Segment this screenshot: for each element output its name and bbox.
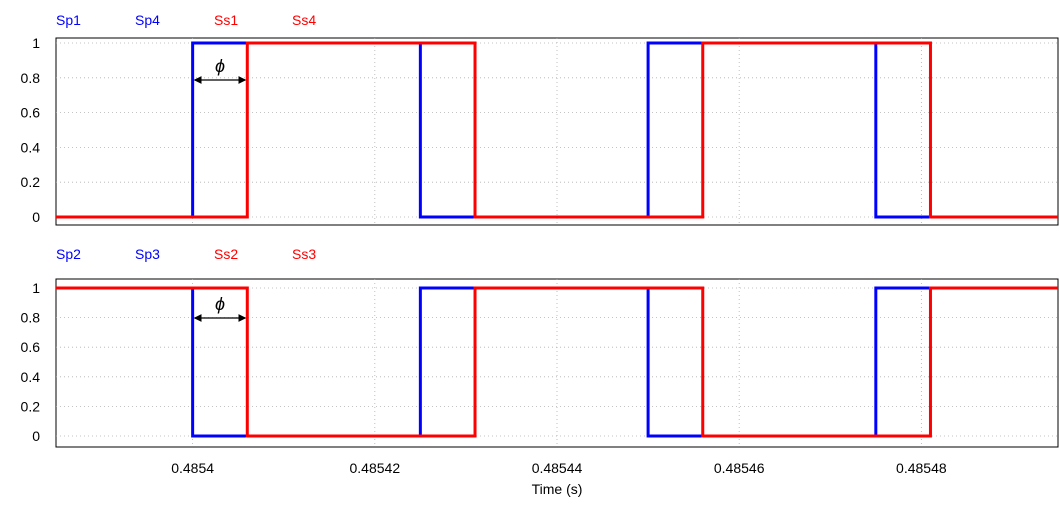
legend-entry: Ss2 xyxy=(214,246,238,262)
legend-entry: Sp4 xyxy=(135,12,160,28)
x-axis-label: Time (s) xyxy=(532,481,583,497)
legend-entry: Ss1 xyxy=(214,12,238,28)
plot-frame xyxy=(55,37,1059,226)
y-tick-label: 0.4 xyxy=(21,369,41,385)
y-tick-label: 0.2 xyxy=(21,174,41,190)
y-tick-label: 1 xyxy=(32,280,40,296)
x-tick-label: 0.48546 xyxy=(714,460,765,476)
x-tick-label: 0.48548 xyxy=(896,460,947,476)
panel-1: 0 0.2 0.4 0.6 0.8 1 Sp1 Sp4 Ss1 Ss4 ϕ xyxy=(21,12,1059,226)
legend-entry: Ss3 xyxy=(292,246,316,262)
legend-entry: Sp3 xyxy=(135,246,160,262)
y-tick-label: 0.6 xyxy=(21,105,41,121)
y-tick-label: 0 xyxy=(32,209,40,225)
x-tick-label: 0.48544 xyxy=(532,460,583,476)
y-tick-label: 0.4 xyxy=(21,139,41,155)
panel-2: 0 0.2 0.4 0.6 0.8 1 Sp2 Sp3 Ss2 Ss3 ϕ 0.4854 0.48542… xyxy=(21,246,1059,497)
legend-entry: Ss4 xyxy=(292,12,316,28)
y-tick-label: 0.2 xyxy=(21,398,41,414)
series-line xyxy=(56,286,1058,438)
y-tick-label: 0.6 xyxy=(21,339,41,355)
series-line xyxy=(56,41,1058,219)
phase-label: ϕ xyxy=(215,56,225,76)
y-tick-label: 0.8 xyxy=(21,70,41,86)
y-tick-label: 0.8 xyxy=(21,310,41,326)
x-tick-label: 0.4854 xyxy=(171,460,214,476)
legend-entry: Sp1 xyxy=(56,12,81,28)
y-tick-label: 0 xyxy=(32,428,40,444)
y-tick-label: 1 xyxy=(32,35,40,51)
legend-entry: Sp2 xyxy=(56,246,81,262)
phase-label: ϕ xyxy=(215,294,225,314)
x-tick-label: 0.48542 xyxy=(350,460,401,476)
